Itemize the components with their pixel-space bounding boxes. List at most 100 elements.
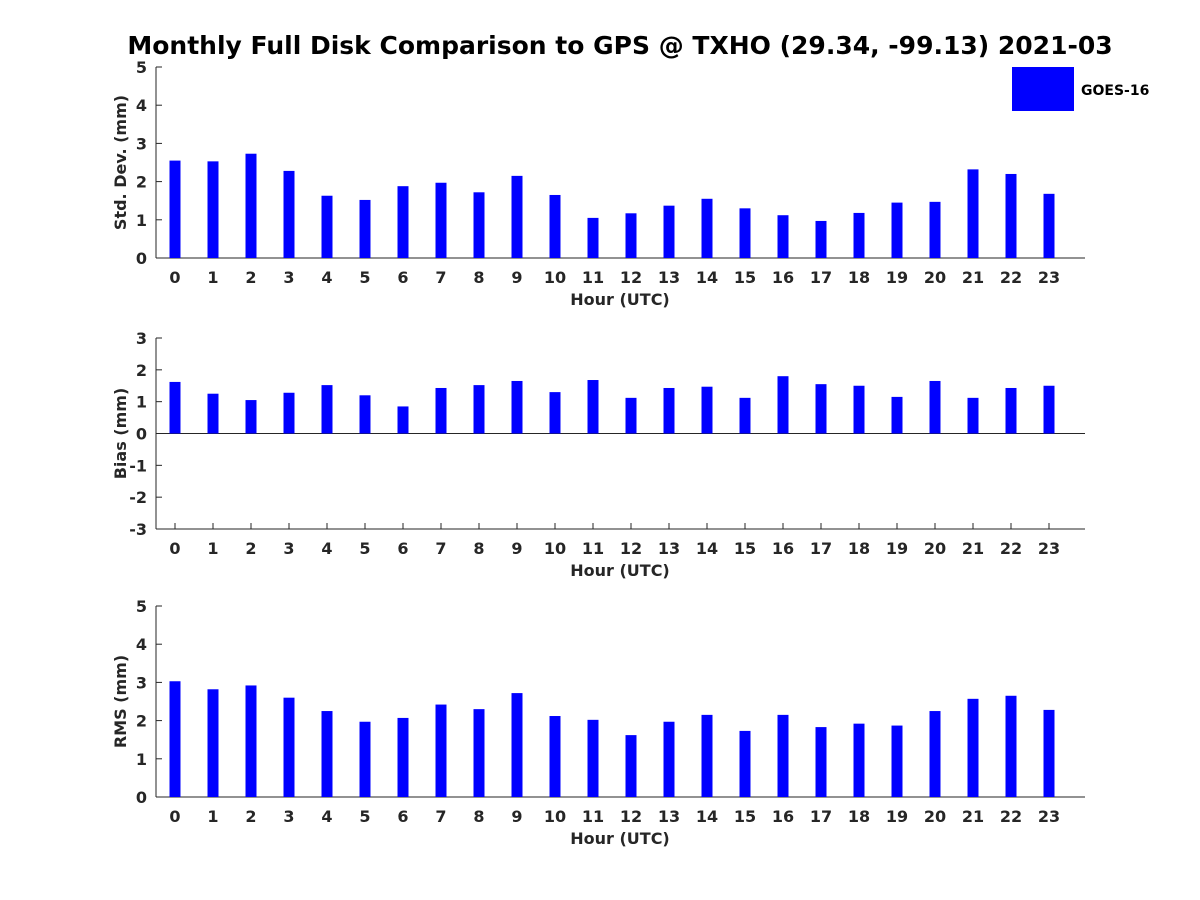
- x-tick-label: 13: [658, 807, 680, 826]
- bar-std-dev-hour-17: [815, 220, 827, 258]
- y-tick-label: 1: [136, 750, 147, 769]
- x-tick-label: 4: [321, 268, 332, 287]
- bar-rms-hour-1: [207, 689, 219, 797]
- legend-label-goes-16: GOES-16: [1081, 83, 1149, 99]
- y-tick-label: 1: [136, 393, 147, 412]
- bar-std-dev-hour-6: [397, 186, 409, 258]
- y-axis-label: RMS (mm): [111, 655, 130, 748]
- y-tick-label: -3: [129, 520, 147, 539]
- y-tick-label: 3: [136, 134, 147, 153]
- x-tick-label: 9: [511, 268, 522, 287]
- y-tick-label: 5: [136, 58, 147, 77]
- x-tick-label: 6: [397, 268, 408, 287]
- bar-std-dev-hour-22: [1005, 173, 1017, 258]
- bar-std-dev-hour-10: [549, 194, 561, 258]
- bar-rms-hour-19: [891, 725, 903, 797]
- x-tick-label: 4: [321, 807, 332, 826]
- x-tick-label: 14: [696, 268, 718, 287]
- bar-std-dev-hour-18: [853, 212, 865, 258]
- x-tick-label: 19: [886, 268, 908, 287]
- bar-std-dev-hour-8: [473, 192, 485, 258]
- x-tick-label: 10: [544, 807, 566, 826]
- x-axis-label: Hour (UTC): [570, 561, 670, 580]
- bar-std-dev-hour-2: [245, 153, 257, 258]
- x-tick-label: 0: [169, 807, 180, 826]
- bar-std-dev-hour-21: [967, 169, 979, 258]
- x-tick-label: 18: [848, 268, 870, 287]
- x-tick-label: 2: [245, 268, 256, 287]
- y-tick-label: 4: [136, 96, 147, 115]
- x-tick-label: 1: [207, 268, 218, 287]
- x-tick-label: 23: [1038, 807, 1060, 826]
- y-tick-label: 3: [136, 673, 147, 692]
- y-tick-label: 4: [136, 635, 147, 654]
- bar-bias-hour-11: [587, 380, 599, 434]
- y-axis-label: Std. Dev. (mm): [111, 95, 130, 230]
- bar-bias-hour-1: [207, 393, 219, 434]
- y-axis-label: Bias (mm): [111, 388, 130, 480]
- x-tick-label: 5: [359, 807, 370, 826]
- x-tick-label: 20: [924, 268, 946, 287]
- bar-bias-hour-17: [815, 384, 827, 434]
- x-tick-label: 11: [582, 539, 604, 558]
- bar-rms-hour-14: [701, 714, 713, 797]
- bar-std-dev-hour-15: [739, 208, 751, 258]
- x-tick-label: 22: [1000, 268, 1022, 287]
- x-tick-label: 4: [321, 539, 332, 558]
- chart-title: Monthly Full Disk Comparison to GPS @ TX…: [127, 31, 1112, 60]
- bar-bias-hour-19: [891, 396, 903, 434]
- x-tick-label: 10: [544, 268, 566, 287]
- x-tick-label: 21: [962, 268, 984, 287]
- x-tick-label: 18: [848, 807, 870, 826]
- x-tick-label: 9: [511, 539, 522, 558]
- x-tick-label: 6: [397, 539, 408, 558]
- x-tick-label: 1: [207, 807, 218, 826]
- x-tick-label: 12: [620, 807, 642, 826]
- bar-rms-hour-20: [929, 711, 941, 797]
- x-tick-label: 6: [397, 807, 408, 826]
- bar-bias-hour-14: [701, 386, 713, 434]
- bar-bias-hour-13: [663, 387, 675, 434]
- x-tick-label: 1: [207, 539, 218, 558]
- bar-std-dev-hour-11: [587, 217, 599, 258]
- bar-rms-hour-2: [245, 685, 257, 797]
- bar-bias-hour-9: [511, 380, 523, 434]
- bar-std-dev-hour-5: [359, 199, 371, 258]
- x-tick-label: 3: [283, 268, 294, 287]
- x-tick-label: 18: [848, 539, 870, 558]
- y-tick-label: 3: [136, 329, 147, 348]
- x-tick-label: 23: [1038, 268, 1060, 287]
- bar-bias-hour-7: [435, 387, 447, 434]
- y-tick-label: 5: [136, 597, 147, 616]
- bar-bias-hour-12: [625, 397, 637, 434]
- x-tick-label: 8: [473, 539, 484, 558]
- x-axis-label: Hour (UTC): [570, 290, 670, 309]
- bar-bias-hour-21: [967, 397, 979, 434]
- bar-rms-hour-18: [853, 723, 865, 797]
- bar-rms-hour-3: [283, 697, 295, 797]
- x-tick-label: 17: [810, 539, 832, 558]
- bar-std-dev-hour-0: [169, 160, 181, 258]
- bar-bias-hour-5: [359, 395, 371, 434]
- x-tick-label: 11: [582, 268, 604, 287]
- bar-std-dev-hour-3: [283, 170, 295, 258]
- x-tick-label: 19: [886, 807, 908, 826]
- bar-rms-hour-8: [473, 709, 485, 797]
- x-tick-label: 16: [772, 268, 794, 287]
- bar-std-dev-hour-7: [435, 182, 447, 258]
- y-tick-label: 0: [136, 788, 147, 807]
- bar-rms-hour-13: [663, 721, 675, 797]
- x-tick-label: 12: [620, 268, 642, 287]
- x-tick-label: 8: [473, 268, 484, 287]
- bar-rms-hour-22: [1005, 695, 1017, 797]
- x-tick-label: 15: [734, 539, 756, 558]
- x-tick-label: 17: [810, 268, 832, 287]
- bar-bias-hour-16: [777, 376, 789, 434]
- bar-std-dev-hour-19: [891, 202, 903, 258]
- bar-rms-hour-5: [359, 721, 371, 797]
- y-tick-label: -2: [129, 488, 147, 507]
- bar-bias-hour-3: [283, 392, 295, 434]
- x-tick-label: 13: [658, 268, 680, 287]
- bar-rms-hour-15: [739, 730, 751, 797]
